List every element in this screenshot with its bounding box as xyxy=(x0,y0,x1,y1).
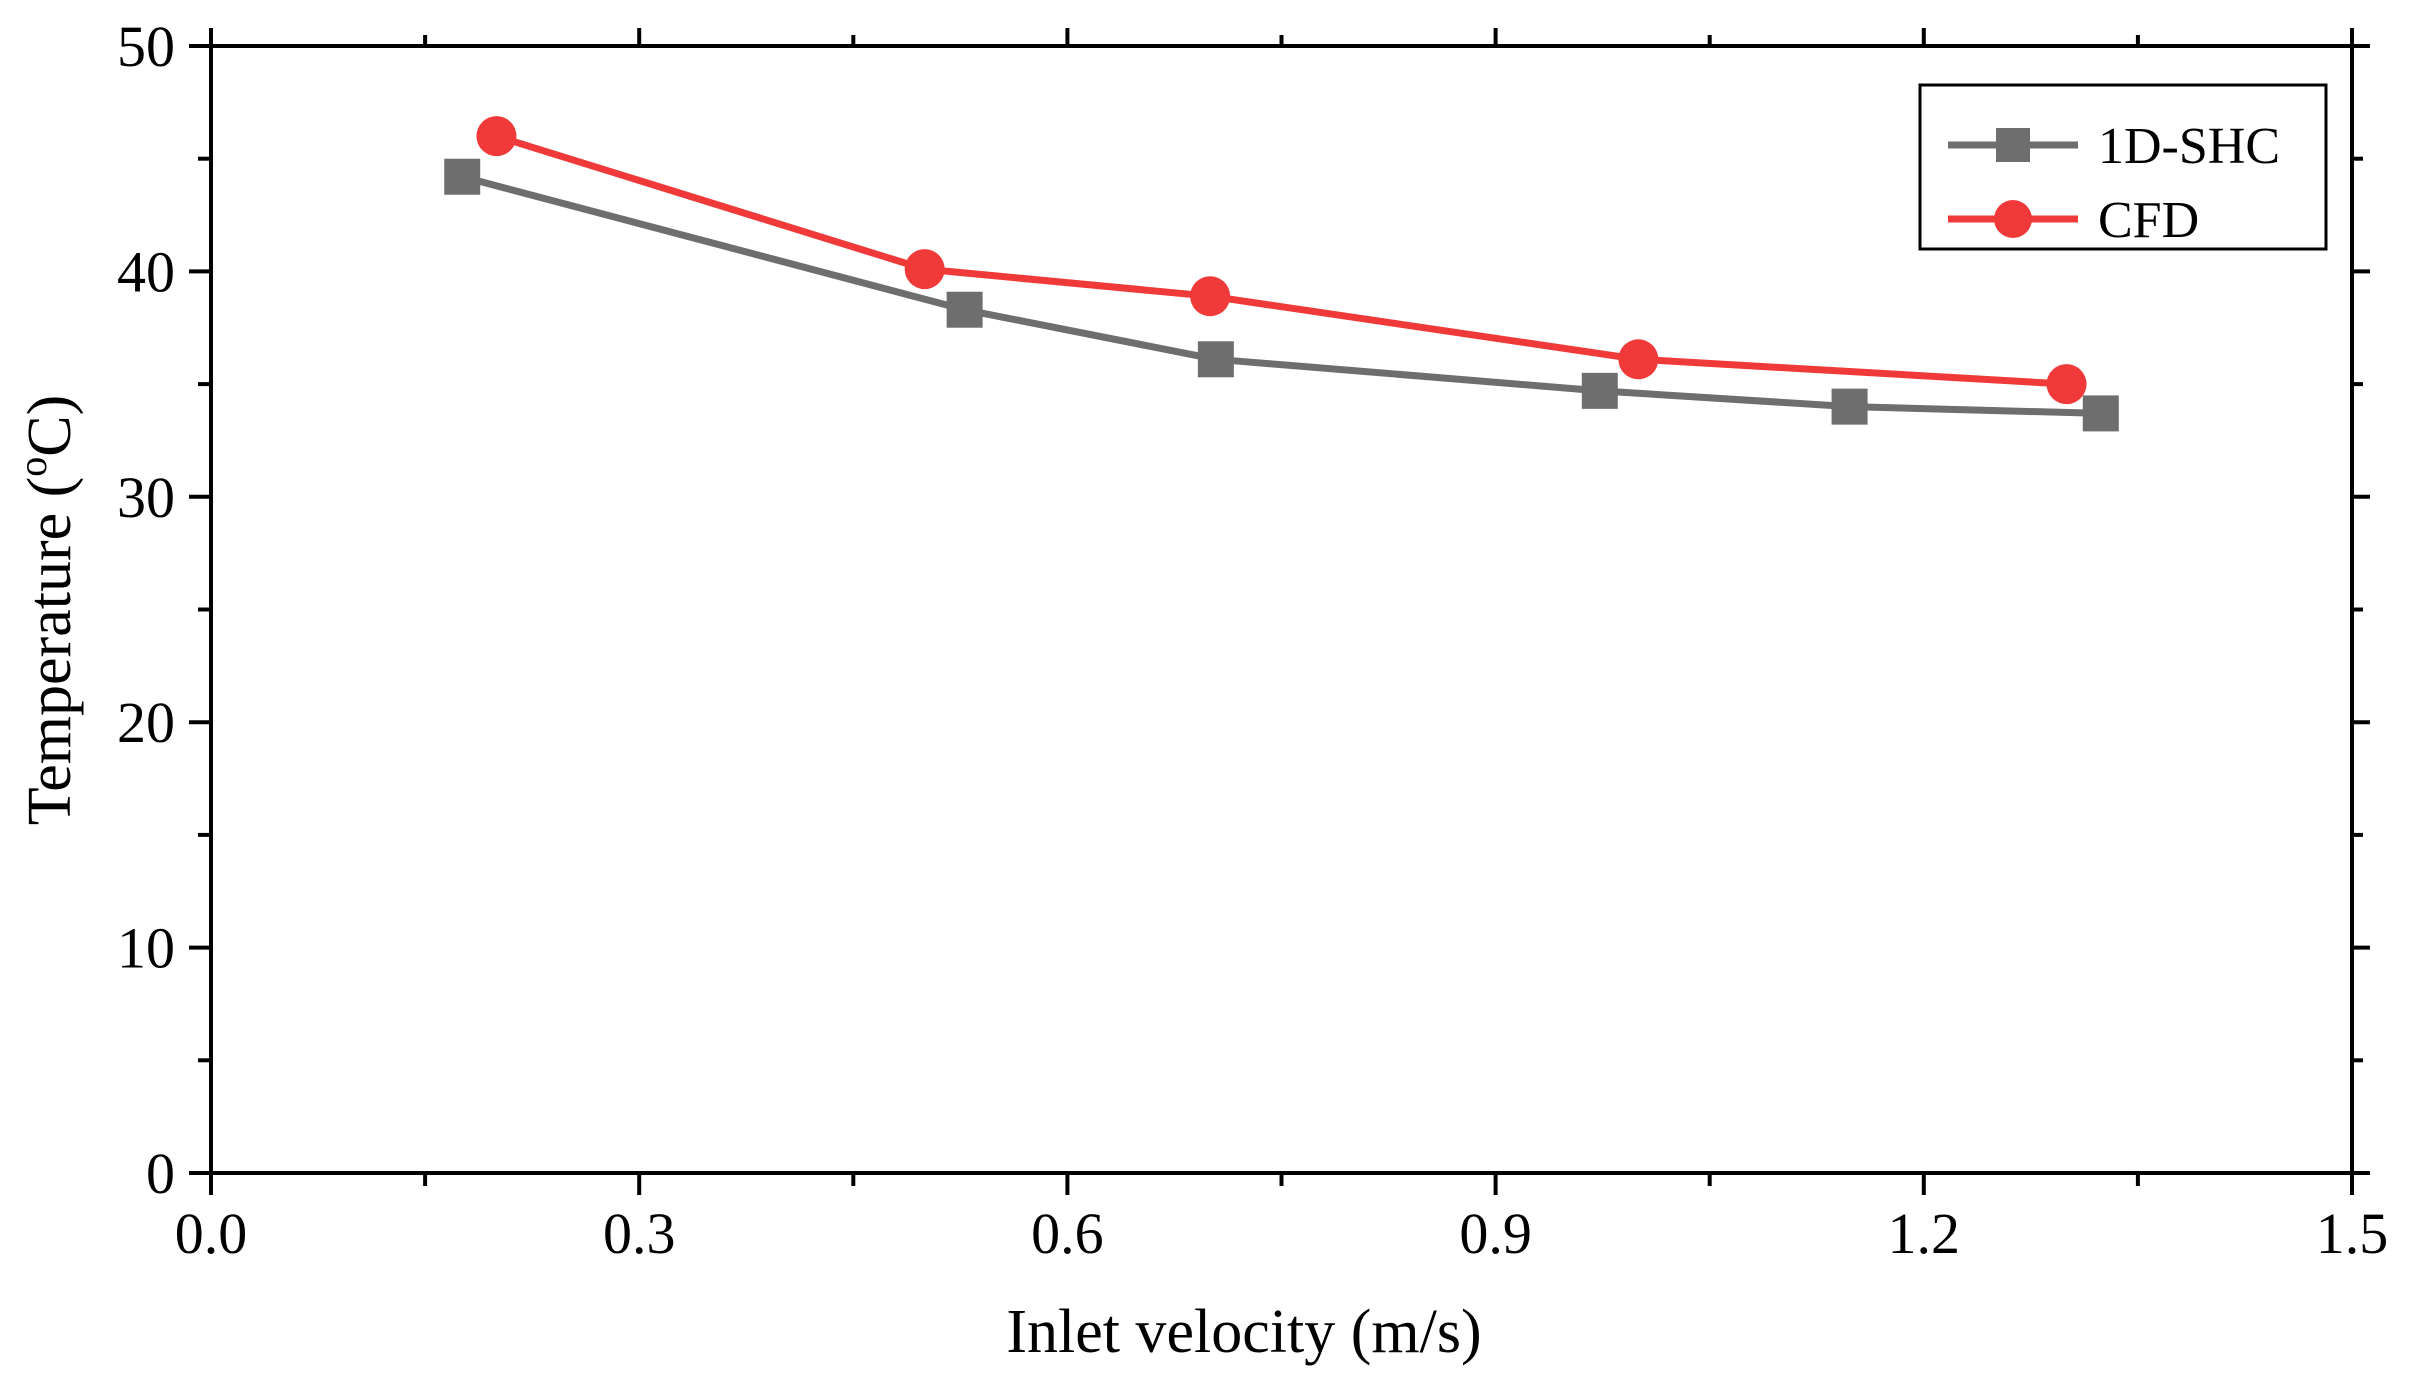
y-tick-label: 20 xyxy=(117,690,175,755)
data-point-1d-shc xyxy=(2082,395,2119,432)
y-tick-label: 10 xyxy=(117,916,175,981)
data-point-1d-shc xyxy=(946,291,983,328)
x-tick-label: 0.3 xyxy=(603,1201,676,1266)
data-point-1d-shc xyxy=(1581,372,1618,409)
data-point-1d-shc xyxy=(444,158,481,195)
series-cfd xyxy=(476,116,2087,405)
y-tick-label: 50 xyxy=(117,14,175,79)
y-tick-label: 0 xyxy=(146,1141,175,1206)
axis-tick-labels: 0.0 0.3 0.6 0.9 1.2 1.5 0 10 20 30 40 50 xyxy=(117,14,2388,1266)
legend-label-1d-shc: 1D-SHC xyxy=(2098,118,2280,175)
series-line-1d-shc xyxy=(461,173,2101,417)
series-layer xyxy=(444,116,2119,432)
legend-marker-1d-shc xyxy=(1996,128,2030,162)
data-point-cfd xyxy=(1618,339,1659,380)
series-1d-shc xyxy=(444,158,2119,432)
legend-label-cfd: CFD xyxy=(2098,192,2199,249)
series-line-cfd xyxy=(495,132,2067,388)
y-tick-label: 40 xyxy=(117,239,175,304)
axis-ticks xyxy=(189,28,2370,1195)
data-point-cfd xyxy=(904,249,945,290)
y-axis-title-superscript: o xyxy=(10,457,55,477)
y-axis-title: Temperature (oC) xyxy=(10,395,84,826)
x-tick-label: 1.2 xyxy=(1888,1201,1961,1266)
data-point-cfd xyxy=(1190,276,1231,317)
data-point-1d-shc xyxy=(1831,388,1868,425)
x-axis-title: Inlet velocity (m/s) xyxy=(1006,1298,1481,1366)
x-tick-label: 1.5 xyxy=(2316,1201,2389,1266)
y-tick-label: 30 xyxy=(117,465,175,530)
data-point-cfd xyxy=(476,116,517,157)
x-tick-label: 0.9 xyxy=(1459,1201,1532,1266)
legend: 1D-SHC CFD xyxy=(1918,83,2328,251)
data-point-1d-shc xyxy=(1197,341,1234,378)
x-tick-label: 0.0 xyxy=(175,1201,248,1266)
legend-marker-cfd xyxy=(1994,200,2032,238)
data-point-cfd xyxy=(2046,364,2087,405)
x-tick-label: 0.6 xyxy=(1031,1201,1104,1266)
